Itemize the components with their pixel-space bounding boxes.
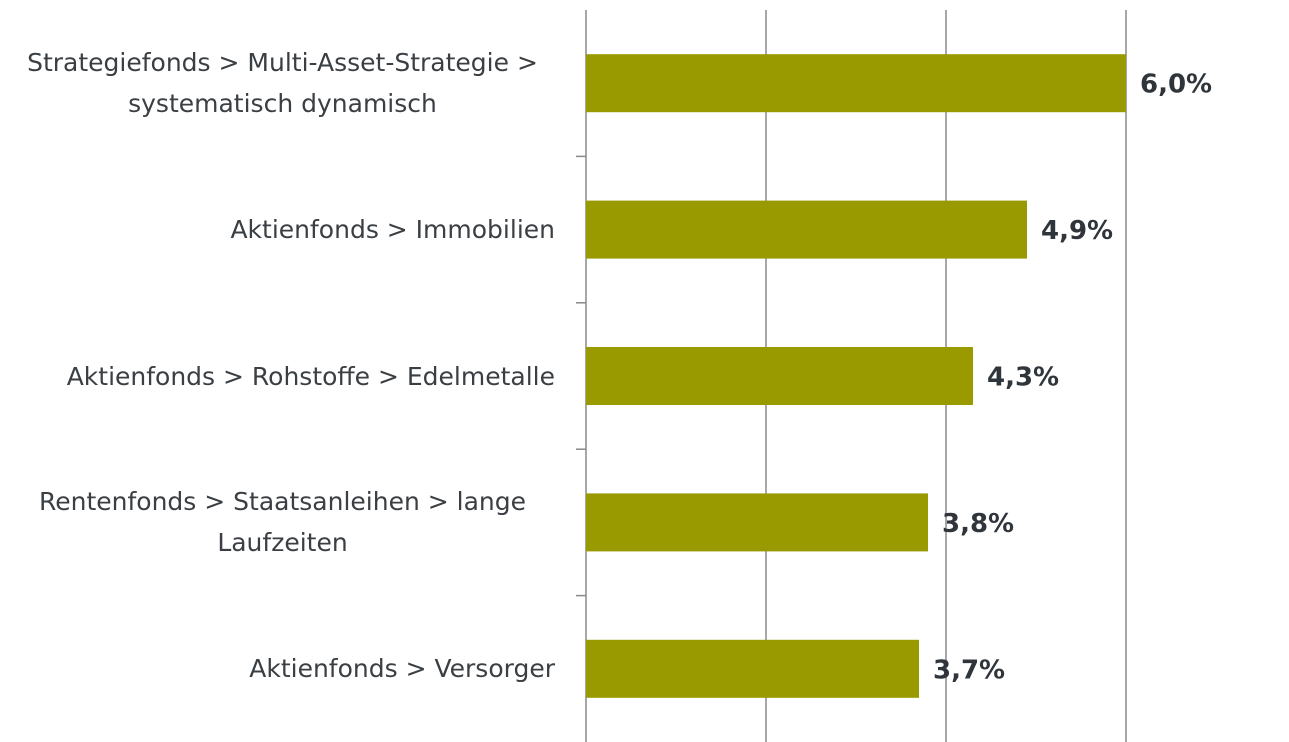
category-label: Aktienfonds > Rohstoffe > Edelmetalle [0, 316, 555, 436]
bar [586, 200, 1027, 259]
category-text: Aktienfonds > Versorger [249, 654, 555, 684]
category-text: Aktienfonds > Immobilien [230, 215, 555, 245]
category-text: Rentenfonds > Staatsanleihen > lange Lau… [38, 487, 527, 558]
category-label: Rentenfonds > Staatsanleihen > lange Lau… [0, 462, 555, 582]
category-text: Aktienfonds > Rohstoffe > Edelmetalle [66, 361, 555, 391]
value-label: 4,9% [1041, 216, 1113, 246]
value-label: 6,0% [1140, 70, 1212, 100]
category-label: Strategiefonds > Multi-Asset-Strategie >… [0, 23, 555, 143]
bar [586, 639, 919, 698]
bar [586, 347, 973, 405]
category-label: Aktienfonds > Immobilien [0, 170, 555, 290]
category-label: Aktienfonds > Versorger [0, 609, 555, 729]
value-label: 3,8% [942, 509, 1014, 539]
bar [586, 54, 1126, 113]
value-label: 4,3% [987, 363, 1059, 393]
category-text: Strategiefonds > Multi-Asset-Strategie >… [27, 48, 538, 119]
bar [586, 493, 928, 552]
value-label: 3,7% [933, 655, 1005, 685]
